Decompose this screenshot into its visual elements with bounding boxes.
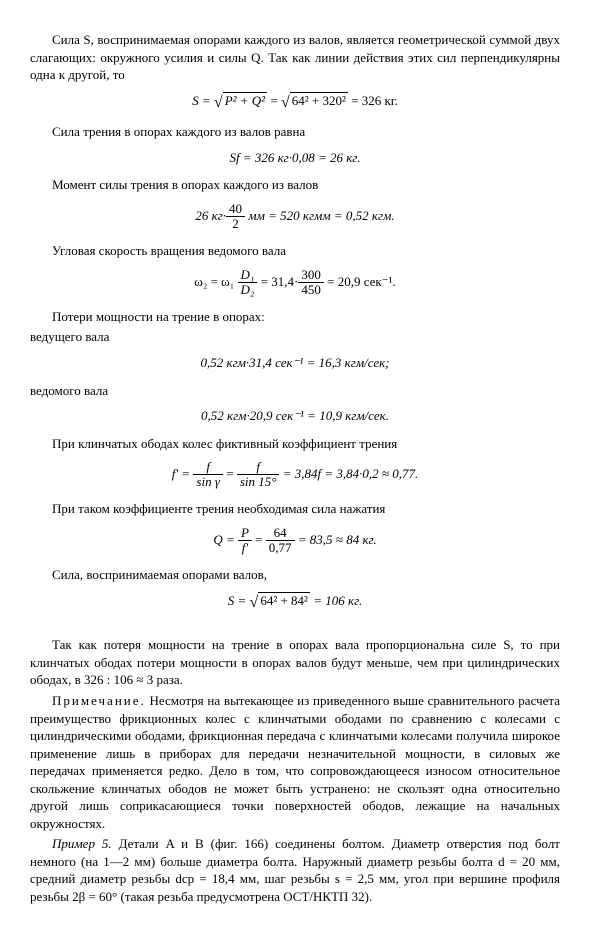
paragraph-6: ведомого вала <box>30 382 560 400</box>
paragraph-example: Пример 5. Детали A и B (фиг. 166) соедин… <box>30 835 560 905</box>
paragraph-2: Сила трения в опорах каждого из валов ра… <box>30 123 560 141</box>
formula-moment: 26 кг·402 мм = 520 кгмм = 0,52 кгм. <box>30 202 560 232</box>
paragraph-10: Так как потеря мощности на трение в опор… <box>30 636 560 689</box>
formula-loss-driven: 0,52 кгм·20,9 сек⁻¹ = 10,9 кгм/сек. <box>30 407 560 425</box>
paragraph-5a: Потери мощности на трение в опорах: <box>30 308 560 326</box>
formula-Q: Q = Pf' = 640,77 = 83,5 ≈ 84 кг. <box>30 526 560 556</box>
formula-fprime: f' = fsin γ = fsin 15° = 3,84f = 3,84·0,… <box>30 460 560 490</box>
paragraph-8: При таком коэффициенте трения необходима… <box>30 500 560 518</box>
paragraph-7: При клинчатых ободах колес фиктивный коэ… <box>30 435 560 453</box>
formula-S: S = √P² + Q² = √64² + 320² = 326 кг. <box>30 92 560 114</box>
formula-omega: ω₂ = ω₁ D₁D₂ = 31,4·300450 = 20,9 сек⁻¹. <box>30 268 560 298</box>
note-text: Несмотря на вытекающее из приведенного в… <box>30 693 560 831</box>
paragraph-9: Сила, воспринимаемая опорами валов, <box>30 566 560 584</box>
formula-S2: S = √64² + 84² = 106 кг. <box>30 592 560 614</box>
formula-Sf: Sf = 326 кг·0,08 = 26 кг. <box>30 149 560 167</box>
paragraph-3: Момент силы трения в опорах каждого из в… <box>30 176 560 194</box>
spacer <box>30 623 560 633</box>
paragraph-1: Сила S, воспринимаемая опорами каждого и… <box>30 31 560 84</box>
example-label: Пример 5. <box>52 836 112 851</box>
paragraph-5b: ведущего вала <box>30 328 560 346</box>
formula-loss-drive: 0,52 кгм·31,4 сек⁻¹ = 16,3 кгм/сек; <box>30 354 560 372</box>
paragraph-4: Угловая скорость вращения ведомого вала <box>30 242 560 260</box>
paragraph-note: Примечание. Несмотря на вытекающее из пр… <box>30 692 560 832</box>
note-label: Примечание. <box>52 693 146 708</box>
